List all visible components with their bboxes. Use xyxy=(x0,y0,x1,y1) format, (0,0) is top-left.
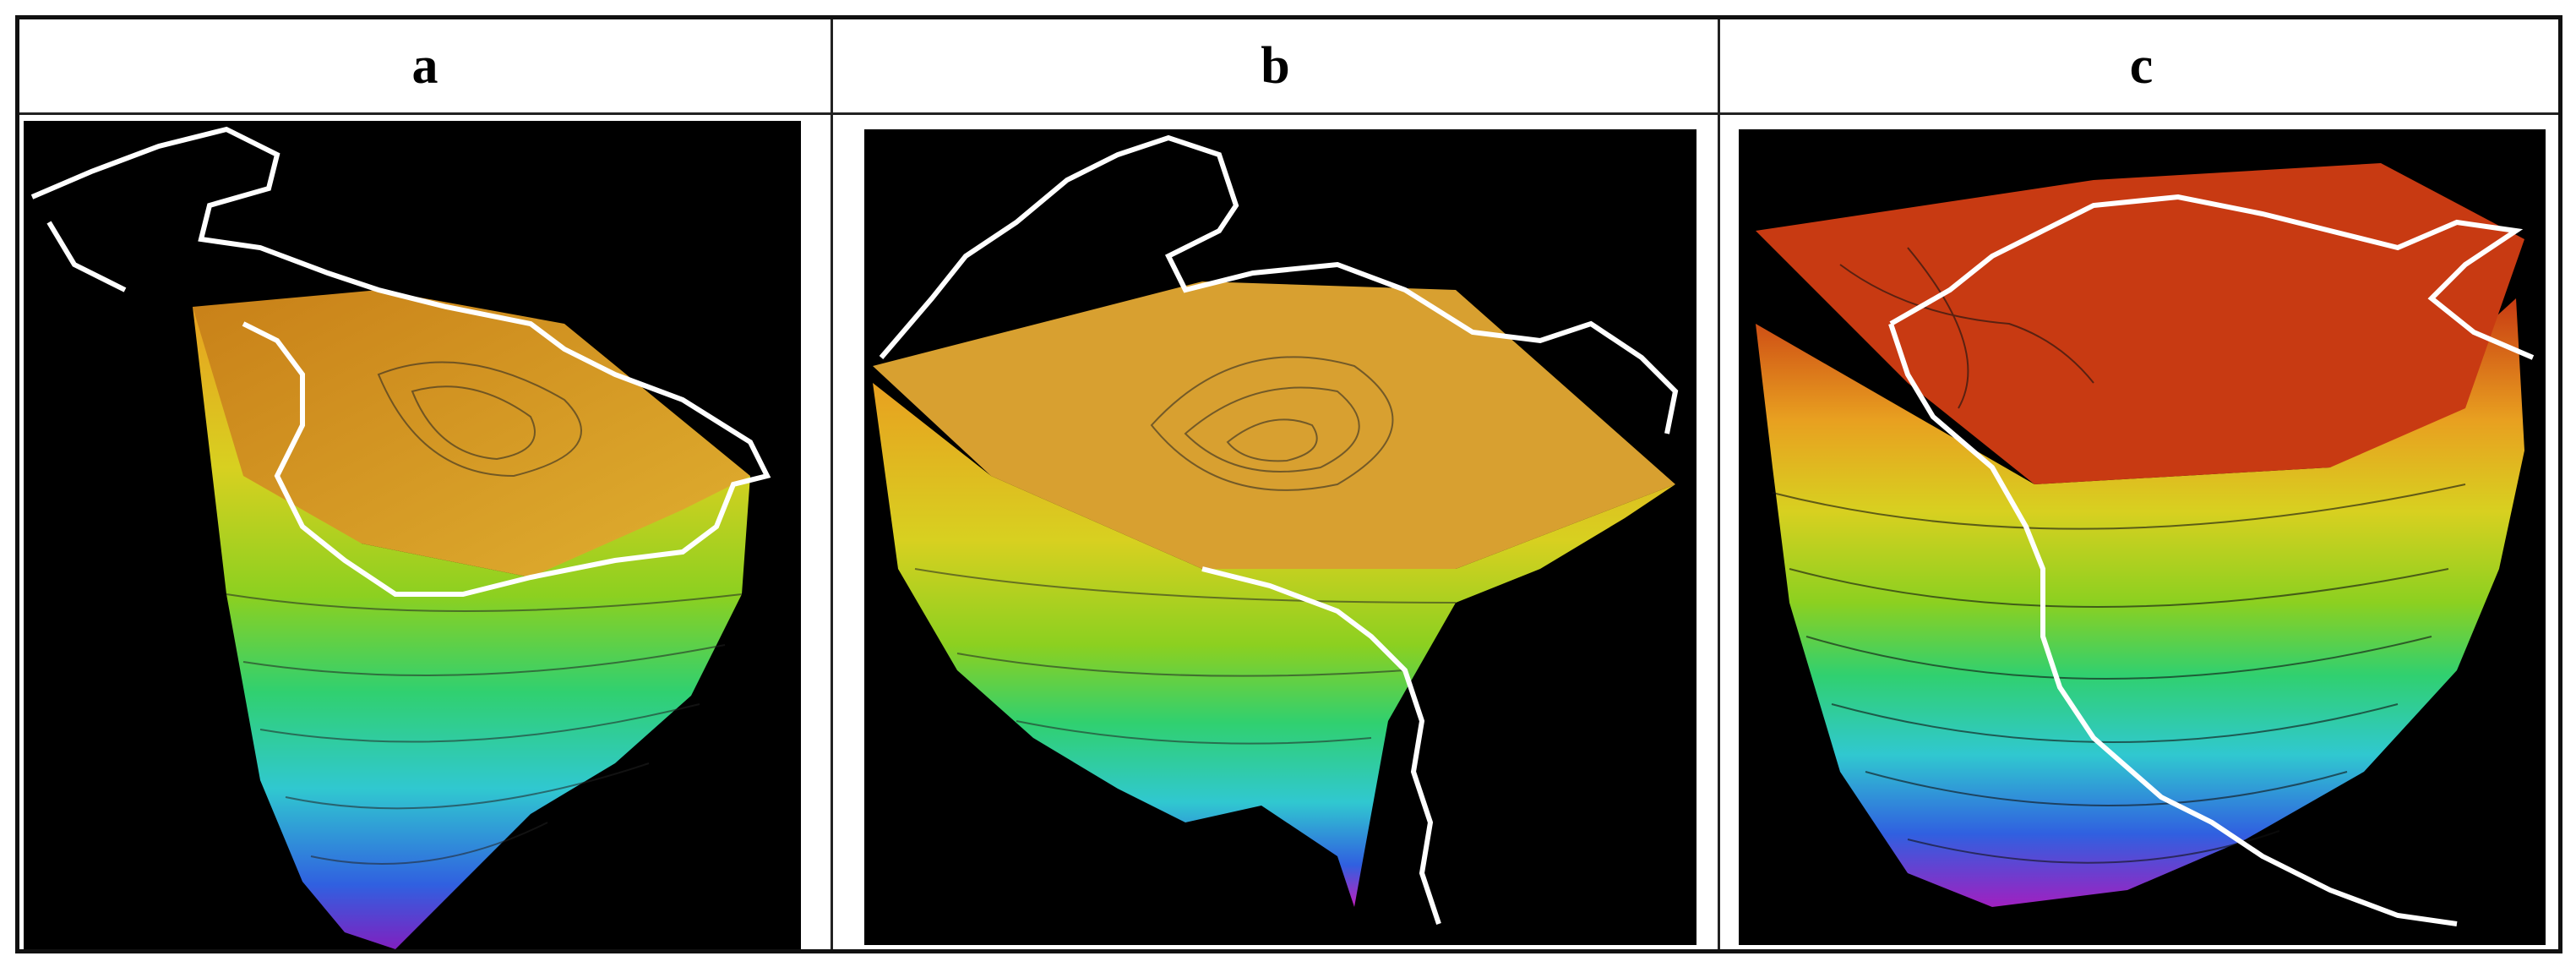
panel-label-c: c xyxy=(2129,36,2154,95)
panel-c-top-surface xyxy=(1756,163,2524,484)
panel-b-coastline xyxy=(879,134,1679,925)
header-divider xyxy=(19,112,2558,115)
panel-a-body xyxy=(193,307,750,949)
panel-b-3d-model xyxy=(864,129,1696,945)
panel-c-body xyxy=(1756,298,2524,907)
panel-a-contours xyxy=(226,361,743,865)
panel-a-3d-model xyxy=(24,121,801,949)
panel-b-contours xyxy=(914,356,1457,745)
panel-b-top-surface xyxy=(873,281,1675,569)
panel-a-graphic xyxy=(30,126,771,949)
panel-a-top-surface xyxy=(193,290,750,577)
panel-c-contours xyxy=(1772,247,2466,864)
column-divider xyxy=(1718,19,1720,949)
panel-b-graphic xyxy=(873,134,1679,925)
panel-c-graphic xyxy=(1756,163,2535,926)
panel-label-a: a xyxy=(411,36,438,95)
panel-b-body xyxy=(873,383,1675,907)
panel-a-coastline xyxy=(30,126,771,597)
panel-label-b: b xyxy=(1261,36,1290,95)
panel-c-coastline xyxy=(1888,194,2535,926)
column-divider xyxy=(831,19,833,949)
panel-c-3d-model xyxy=(1739,129,2546,945)
figure-table: a b c xyxy=(15,15,2562,953)
